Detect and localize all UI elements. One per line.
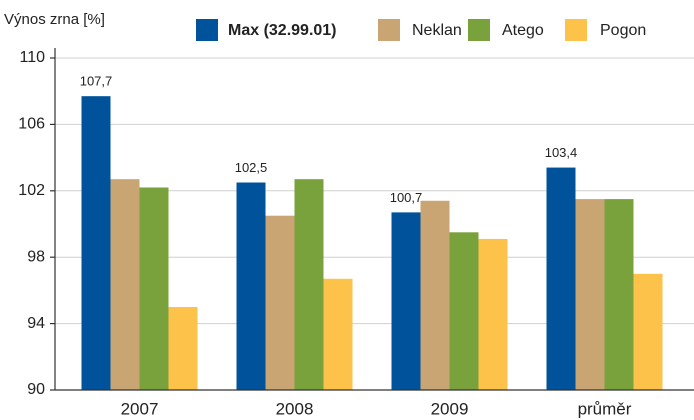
bar <box>391 212 421 390</box>
bar <box>323 278 353 390</box>
legend-swatch <box>468 19 490 41</box>
bar <box>633 273 663 390</box>
data-label: 107,7 <box>80 74 113 89</box>
bar <box>139 187 169 390</box>
bar <box>110 179 140 390</box>
legend-swatch <box>378 19 400 41</box>
bar <box>478 238 508 390</box>
legend-label: Neklan <box>412 22 462 39</box>
y-axis-label: Výnos zrna [%] <box>4 11 105 28</box>
bar <box>420 200 450 390</box>
bar <box>546 167 576 390</box>
bar <box>81 96 111 391</box>
x-tick-label: průměr <box>578 399 632 418</box>
bar <box>294 179 324 390</box>
legend-label: Atego <box>502 22 544 39</box>
legend-swatch <box>565 19 587 41</box>
y-tick-label: 106 <box>18 116 45 133</box>
y-tick-label: 98 <box>27 248 45 265</box>
bar <box>168 307 198 390</box>
data-label: 100,7 <box>390 190 423 205</box>
y-tick-label: 110 <box>19 49 45 66</box>
y-tick-label: 90 <box>27 381 45 398</box>
legend-label: Max (32.99.01) <box>228 22 337 39</box>
x-tick-label: 2008 <box>276 399 314 418</box>
bar <box>604 199 634 390</box>
x-tick-label: 2007 <box>121 399 159 418</box>
bar <box>265 215 295 390</box>
legend-label: Pogon <box>600 22 646 39</box>
legend-swatch <box>196 19 218 41</box>
data-label: 103,4 <box>545 145 578 160</box>
bar <box>575 199 605 390</box>
y-tick-label: 102 <box>18 182 45 199</box>
bar <box>449 232 479 390</box>
data-label: 102,5 <box>235 160 268 175</box>
bar <box>236 182 266 390</box>
x-tick-label: 2009 <box>431 399 469 418</box>
y-tick-label: 94 <box>27 315 45 332</box>
